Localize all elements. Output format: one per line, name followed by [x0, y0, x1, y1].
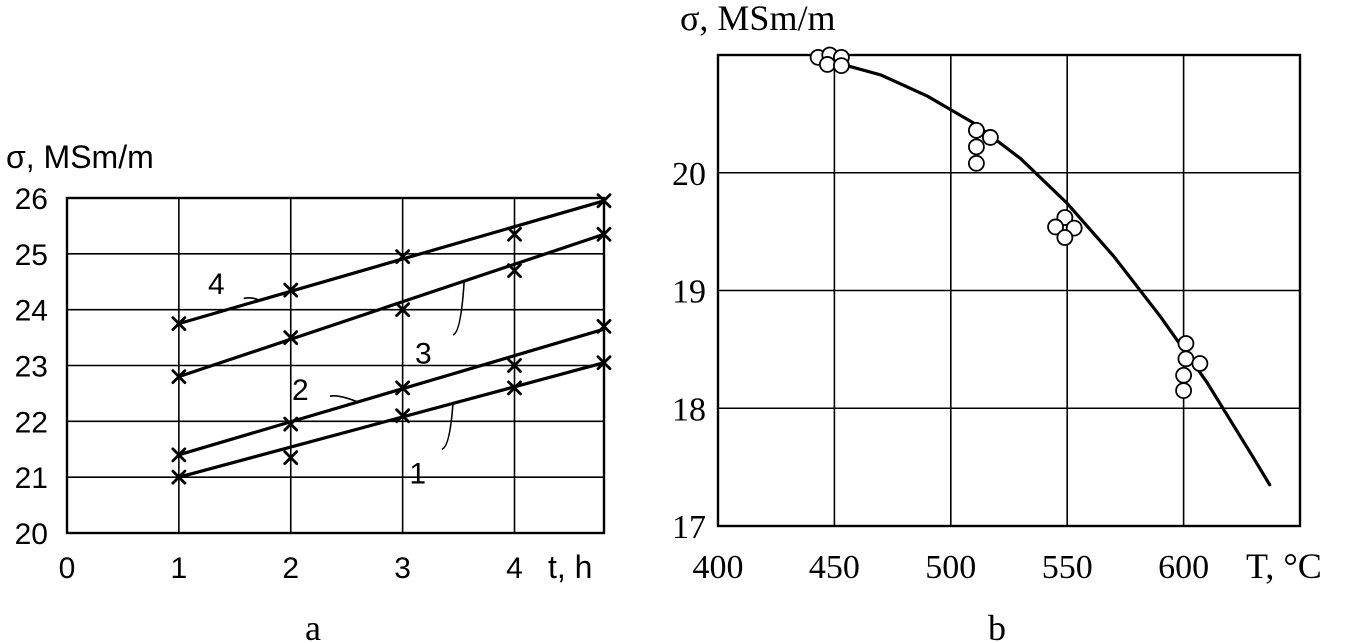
panel-a-series-1-label: 1	[409, 458, 426, 491]
panel-a-series-2-point	[395, 380, 411, 396]
panel-a-series-3-point	[283, 330, 299, 345]
panel-a-series-1-point	[171, 469, 187, 485]
panel-b-data-point	[1175, 382, 1192, 399]
panel-b-data-point	[981, 129, 999, 146]
panel-b-y-tick-label: 20	[672, 156, 706, 193]
panel-b-data-point	[1056, 229, 1074, 246]
panel-a-series-2-point	[171, 447, 187, 463]
panel-a-x-tick-label: 2	[282, 552, 299, 585]
panel-b-x-tick-label: 500	[925, 549, 976, 586]
panel-a-x-axis-title: t, h	[548, 549, 592, 585]
panel-a-series-3-point	[596, 226, 612, 242]
panel-b-y-axis-title: σ, MSm/m	[680, 0, 835, 38]
panel-b-y-tick-label: 18	[672, 391, 706, 428]
panel-a-y-tick-label: 22	[15, 406, 48, 439]
panel-a-plot-frame	[65, 196, 606, 535]
panel-a-series-2-point	[596, 319, 612, 334]
panel-b-x-tick-label: 600	[1158, 549, 1209, 586]
panel-a-x-tick-label: 3	[394, 552, 411, 585]
panel-b-data-point	[819, 56, 836, 73]
panel-a-series-1-point	[507, 380, 522, 396]
panel-a-series-3-label: 3	[415, 338, 432, 371]
panel-b-data-point	[1191, 355, 1209, 372]
panel-a-x-tick-label: 0	[59, 552, 76, 585]
panel-a-y-tick-label: 21	[15, 462, 48, 495]
panel-a-series-4-label: 4	[208, 268, 225, 301]
panel-b-y-tick-label: 19	[672, 274, 706, 311]
panel-b-x-axis-title: T, °C	[1246, 546, 1322, 586]
panel-a-series-3-line	[177, 232, 606, 379]
panel-a-y-tick-label: 25	[15, 239, 48, 272]
panel-a-series-3-point	[395, 302, 411, 318]
panel-b-label: b	[988, 608, 1006, 643]
chart-panel-b: 400 450 500 550 600 17 18 19 20 σ, MSm/m T, °C b	[672, 0, 1322, 643]
panel-a-series-3-leader	[452, 281, 465, 336]
panel-a-series-4-point	[507, 226, 522, 242]
panel-a-series-2-label: 2	[292, 374, 309, 407]
panel-a-x-tick-label: 1	[171, 552, 188, 585]
panel-a-series-4-point	[171, 316, 187, 332]
panel-a-series-3-point	[507, 263, 522, 278]
panel-a-series-3-point	[171, 369, 187, 385]
panel-a-series-2-point	[507, 358, 522, 373]
panel-a-series-1-point	[283, 450, 299, 466]
panel-b-data-point	[1047, 218, 1064, 236]
panel-b-x-tick-label: 550	[1042, 549, 1093, 586]
panel-b-data-point	[1177, 350, 1195, 368]
panel-a-y-tick-label: 23	[15, 351, 48, 384]
panel-b-x-tick-label: 450	[809, 549, 860, 586]
panel-a-series-4-point	[596, 193, 612, 209]
panel-a-series-4-point	[283, 282, 299, 298]
panel-a-series-4-point	[395, 249, 411, 265]
panel-b-data-point	[968, 121, 985, 139]
panel-a-series-4-line	[177, 199, 606, 326]
panel-a-x-tick-label: 4	[506, 552, 523, 585]
panel-a-series-2-point	[283, 416, 299, 432]
panel-a-y-tick-label: 20	[15, 518, 48, 551]
panel-a-series-1-line	[177, 361, 606, 479]
panel-a-series-4-leader	[243, 297, 260, 302]
panel-a-label: a	[305, 608, 321, 643]
panel-b-data-point	[968, 154, 985, 172]
panel-a-y-tick-label: 24	[15, 295, 48, 328]
panel-b-trend-curve	[823, 58, 1272, 487]
panel-b-data-point	[832, 57, 850, 74]
panel-a-y-tick-label: 26	[15, 183, 48, 216]
panel-b-data-point	[968, 138, 985, 156]
panel-a-series-2-leader	[329, 395, 359, 403]
panel-b-data-point	[1177, 335, 1195, 352]
panel-a-series-2-line	[177, 327, 606, 457]
panel-a-series-1-point	[395, 408, 411, 424]
panel-b-plot-frame	[716, 53, 1302, 528]
panel-a-series-1-leader	[441, 403, 454, 451]
panel-b-x-tick-label: 400	[693, 549, 744, 586]
panel-b-data-point	[1175, 366, 1192, 384]
panel-a-y-axis-title: σ, MSm/m	[6, 139, 154, 175]
panel-b-y-tick-label: 17	[672, 509, 706, 546]
panel-a-series-1-point	[596, 355, 612, 371]
